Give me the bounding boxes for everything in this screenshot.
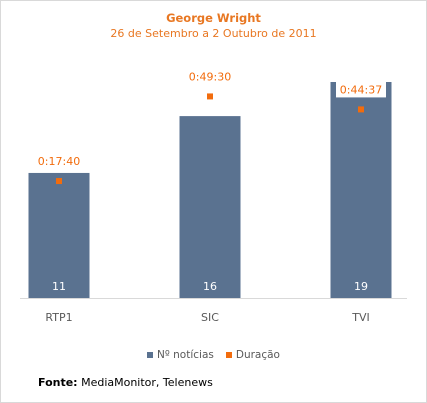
duration-label-rtp1: 0:17:40: [38, 155, 80, 168]
source-note: Fonte: MediaMonitor, Telenews: [38, 376, 213, 389]
duration-label-box: [336, 81, 386, 98]
source-text: MediaMonitor, Telenews: [81, 376, 213, 389]
duration-label-tvi: 0:44:37: [340, 83, 382, 96]
legend-swatch-duracao: [225, 352, 232, 358]
x-tick-label-rtp1: RTP1: [45, 311, 72, 324]
x-tick-label-sic: SIC: [201, 311, 219, 324]
bar-tvi: [330, 82, 392, 298]
legend-label-duracao: Duração: [235, 349, 280, 361]
duration-marker-rtp1: [56, 178, 62, 185]
legend-item-noticias: Nº notícias: [147, 349, 214, 361]
legend-item-duracao: Duração: [225, 349, 280, 361]
source-label: Fonte:: [38, 376, 78, 389]
x-tick-label-tvi: TVI: [351, 311, 370, 324]
chart-subtitle: 26 de Setembro a 2 Outubro de 2011: [110, 27, 317, 40]
bar-value-label: 19: [354, 280, 368, 293]
legend-label-noticias: Nº notícias: [157, 349, 214, 361]
bar-rtp1: [28, 172, 90, 298]
duration-marker-tvi: [358, 106, 364, 113]
legend: Nº notícias Duração: [0, 349, 427, 361]
duration-marker-sic: [207, 93, 213, 100]
chart-title: George Wright: [166, 11, 261, 25]
duration-label-sic: 0:49:30: [189, 70, 231, 83]
bar-value-label: 16: [203, 280, 217, 293]
legend-swatch-noticias: [147, 352, 153, 358]
bar-value-label: 11: [52, 280, 66, 293]
bar-sic: [179, 116, 241, 299]
